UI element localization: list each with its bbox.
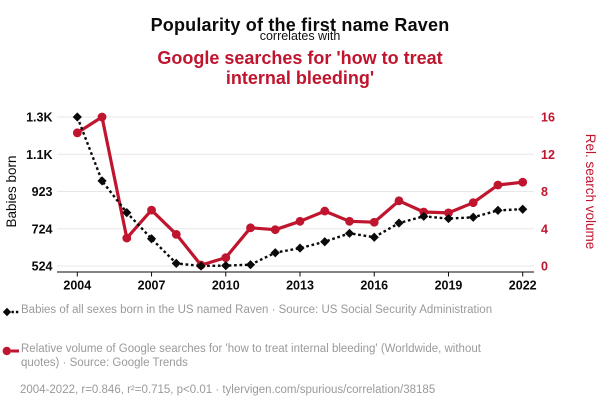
data-point-circle [518, 177, 528, 187]
legend-item-searches: Relative volume of Google searches for '… [2, 343, 501, 371]
data-point-circle [122, 233, 132, 243]
right-tick-label: 16 [541, 111, 555, 125]
data-point-diamond [344, 228, 355, 238]
chart-area: 2004 2007 2010 2013 2016 2019 2022 1.3K 1.1K 923 7… [0, 100, 600, 307]
data-point-circle [295, 216, 305, 226]
x-axis: 2004 2007 2010 2013 2016 2019 2022 [57, 271, 537, 293]
stats-footer: 2004-2022, r=0.846, r²=0.715, p<0.01 · t… [20, 384, 436, 396]
left-tick-label: 1.1K [26, 148, 52, 162]
data-point-circle [444, 208, 453, 218]
data-point-diamond [146, 234, 157, 244]
right-tick-label: 12 [541, 148, 555, 162]
right-axis-ticks: 16 12 8 4 0 [541, 111, 555, 274]
data-point-diamond [443, 213, 454, 224]
data-point-circle [221, 253, 231, 263]
data-point-diamond [493, 205, 503, 215]
series-babies [72, 112, 528, 271]
left-tick-label: 524 [32, 260, 53, 274]
data-point-circle [147, 205, 156, 215]
data-point-diamond [369, 232, 379, 242]
legend-label-babies: Babies of all sexes born in the US named… [21, 304, 493, 316]
x-tick-label: 2013 [286, 279, 314, 293]
data-point-circle [493, 180, 503, 190]
series-searches [72, 112, 528, 270]
x-tick-label: 2019 [435, 279, 463, 293]
legend-item-babies: Babies of all sexes born in the US named… [2, 304, 501, 318]
left-axis-title: Babies born [4, 155, 19, 227]
data-point-diamond [518, 204, 528, 214]
data-point-circle [394, 196, 404, 206]
x-tick-label: 2010 [212, 279, 240, 293]
data-point-circle [72, 128, 82, 138]
right-tick-label: 8 [541, 185, 548, 199]
black-diamond-dashed-line-icon [2, 307, 19, 317]
connector-text: correlates with [259, 29, 341, 43]
data-point-diamond [72, 112, 82, 122]
x-tick-label: 2016 [360, 279, 388, 293]
left-tick-label: 923 [32, 185, 53, 199]
data-point-circle [171, 229, 181, 239]
data-point-circle [468, 198, 478, 208]
left-tick-label: 1.3K [26, 111, 52, 125]
data-point-circle [97, 112, 107, 122]
data-point-diamond [468, 212, 478, 222]
legend-label-searches: Relative volume of Google searches for '… [21, 343, 481, 369]
data-point-diamond [245, 260, 256, 270]
x-tick-label: 2022 [509, 279, 537, 293]
data-point-diamond [419, 211, 429, 221]
subtitle-red: Google searches for 'how to treat intern… [157, 48, 443, 88]
data-point-circle [345, 216, 354, 226]
gridlines [57, 116, 534, 267]
data-point-diamond [394, 218, 404, 228]
data-point-diamond [97, 176, 107, 186]
data-point-circle [246, 223, 255, 233]
data-point-diamond [221, 261, 231, 271]
right-tick-label: 0 [541, 260, 548, 274]
data-point-circle [369, 217, 379, 227]
x-tick-label: 2004 [63, 279, 91, 293]
data-point-diamond [196, 261, 206, 271]
page-title: Popularity of the first name Raven [150, 15, 450, 36]
correlation-chart-svg: 2004 2007 2010 2013 2016 2019 2022 1.3K 1.1K 923 7… [4, 111, 598, 293]
data-point-diamond [122, 207, 132, 218]
data-point-diamond [295, 243, 305, 253]
right-axis-title: Rel. search volume [583, 134, 598, 250]
data-point-circle [270, 225, 280, 235]
red-circle-solid-line-icon [2, 346, 19, 356]
data-point-diamond [270, 248, 280, 258]
right-tick-label: 4 [541, 222, 548, 236]
left-axis-ticks: 1.3K 1.1K 923 724 524 [26, 111, 52, 274]
left-tick-label: 724 [32, 222, 53, 236]
data-point-circle [320, 206, 330, 216]
x-tick-label: 2007 [138, 279, 166, 293]
data-point-diamond [320, 237, 330, 247]
